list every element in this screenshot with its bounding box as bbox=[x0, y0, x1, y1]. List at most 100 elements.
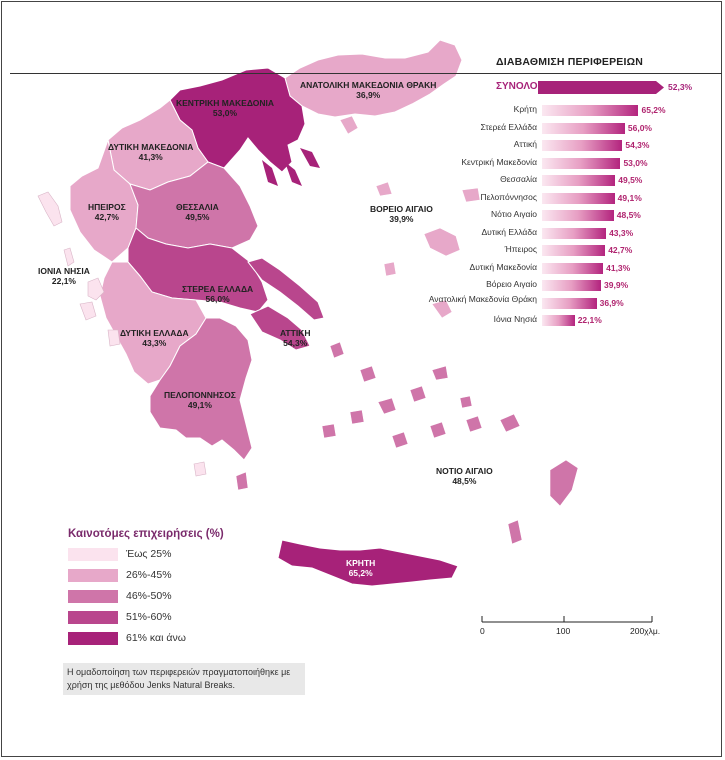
ranking-row-bar bbox=[542, 315, 575, 326]
ranking-row-value: 49,1% bbox=[617, 192, 642, 203]
label-anatoliki-makedonia-thraki: ΑΝΑΤΟΛΙΚΗ ΜΑΚΕΔΟΝΙΑ ΘΡΑΚΗ 36,9% bbox=[300, 80, 437, 100]
ranking-row-name: Θεσσαλία bbox=[500, 174, 537, 184]
ranking-row-name: Στερεά Ελλάδα bbox=[480, 121, 538, 132]
legend-item: 61% και άνω bbox=[68, 632, 224, 645]
ranking-row-value: 53,0% bbox=[623, 157, 648, 168]
label-peloponnisos: ΠΕΛΟΠΟΝΝΗΣΟΣ 49,1% bbox=[164, 390, 236, 410]
label-ionia-nisia: ΙΟΝΙΑ ΝΗΣΙΑ 22,1% bbox=[38, 266, 90, 286]
label-voreio-aigaio: ΒΟΡΕΙΟ ΑΙΓΑΙΟ 39,9% bbox=[370, 204, 433, 224]
method-note: Η ομαδοποίηση των περιφερειών πραγματοπο… bbox=[63, 663, 305, 695]
ranking-row-name: Ήπειρος bbox=[504, 244, 537, 254]
ranking-row: Κεντρική Μακεδονία 53,0% bbox=[0, 157, 725, 171]
region-anatoliki-makedonia-thraki bbox=[284, 39, 463, 118]
legend-label: 51%-60% bbox=[126, 611, 172, 623]
total-row bbox=[538, 81, 664, 94]
region-notio-aigaio bbox=[235, 341, 579, 545]
label-kentriki-makedonia: ΚΕΝΤΡΙΚΗ ΜΑΚΕΔΟΝΙΑ 53,0% bbox=[176, 98, 274, 118]
ranking-row-value: 39,9% bbox=[604, 280, 629, 290]
ranking-title: ΔΙΑΒΑΘΜΙΣΗ ΠΕΡΙΦΕΡΕΙΩΝ bbox=[496, 56, 644, 68]
legend-swatch bbox=[68, 590, 118, 603]
scale-tick-label: 200χλμ. bbox=[630, 626, 661, 636]
legend-swatch bbox=[68, 569, 118, 582]
legend-label: 61% και άνω bbox=[126, 632, 186, 644]
ranking-row-bar bbox=[542, 157, 621, 169]
ranking-row-bar bbox=[542, 175, 616, 186]
label-kriti: ΚΡΗΤΗ 65,2% bbox=[346, 558, 376, 578]
legend-title: Καινοτόμες επιχειρήσεις (%) bbox=[68, 528, 224, 540]
ranking-row-name: Νότιο Αιγαίο bbox=[491, 209, 537, 219]
ranking-row-bar bbox=[542, 262, 604, 274]
ranking-row-name: Κρήτη bbox=[513, 104, 537, 114]
ranking-row: Ιόνια Νησιά 22,1% bbox=[0, 314, 725, 328]
legend-item: 51%-60% bbox=[68, 611, 224, 624]
ranking-row-name: Ανατολική Μακεδονία Θράκη bbox=[428, 293, 537, 304]
ranking-row-value: 56,0% bbox=[627, 122, 652, 133]
ranking-row-bar bbox=[542, 245, 606, 256]
ranking-row-bar bbox=[542, 122, 625, 134]
total-value: 52,3% bbox=[668, 82, 693, 92]
scale-tick-label: 0 bbox=[480, 626, 485, 636]
ranking-row-bar bbox=[542, 227, 607, 239]
legend-label: Έως 25% bbox=[126, 548, 172, 560]
region-peloponnisos bbox=[149, 317, 253, 461]
ranking-row: Πελοπόννησος 49,1% bbox=[0, 192, 725, 206]
legend-label: 26%-45% bbox=[126, 569, 172, 581]
scale-bar-line bbox=[481, 616, 653, 623]
ranking-row-value: 43,3% bbox=[609, 227, 634, 238]
ranking-row: Στερεά Ελλάδα 56,0% bbox=[0, 122, 725, 136]
ranking-row-value: 36,9% bbox=[599, 297, 624, 308]
ranking-row-name: Δυτική Ελλάδα bbox=[481, 226, 537, 237]
ranking-row-value: 22,1% bbox=[577, 315, 602, 325]
ranking-row-bar bbox=[542, 297, 597, 309]
label-dytiki-makedonia: ΔΥΤΙΚΗ ΜΑΚΕΔΟΝΙΑ 41,3% bbox=[108, 142, 194, 162]
evia bbox=[247, 257, 325, 321]
ranking-row-bar bbox=[542, 105, 639, 116]
ranking-row-value: 49,5% bbox=[618, 175, 643, 185]
ranking-row: Δυτική Μακεδονία 41,3% bbox=[0, 262, 725, 276]
ranking-row-value: 48,5% bbox=[616, 210, 641, 220]
label-attiki: ΑΤΤΙΚΗ 54,3% bbox=[280, 328, 311, 348]
ranking-row-name: Πελοπόννησος bbox=[480, 191, 537, 202]
ranking-row-name: Δυτική Μακεδονία bbox=[469, 261, 537, 272]
ranking-row: Θεσσαλία 49,5% bbox=[0, 174, 725, 188]
label-notio-aigaio: ΝΟΤΙΟ ΑΙΓΑΙΟ 48,5% bbox=[436, 466, 493, 486]
legend: Καινοτόμες επιχειρήσεις (%) Έως 25% 26%-… bbox=[68, 528, 224, 653]
ranking-row: Βόρειο Αιγαίο 39,9% bbox=[0, 279, 725, 293]
ranking-row: Κρήτη 65,2% bbox=[0, 104, 725, 118]
legend-item: 46%-50% bbox=[68, 590, 224, 603]
legend-swatch bbox=[68, 548, 118, 561]
total-label: ΣΥΝΟΛΟ bbox=[496, 81, 538, 92]
ranking-row-name: Αττική bbox=[513, 139, 537, 149]
ranking-row-value: 54,3% bbox=[625, 140, 650, 150]
total-arrow bbox=[538, 81, 664, 94]
scale-bar: 0 100 200χλμ. bbox=[470, 610, 670, 640]
ranking-row-bar bbox=[542, 140, 623, 151]
ranking-row-value: 65,2% bbox=[641, 105, 666, 115]
ranking-row: Ήπειρος 42,7% bbox=[0, 244, 725, 258]
ranking-row-name: Ιόνια Νησιά bbox=[493, 314, 537, 324]
region-attiki bbox=[249, 305, 311, 351]
ranking-row-value: 42,7% bbox=[608, 245, 633, 255]
label-ipeiros: ΗΠΕΙΡΟΣ 42,7% bbox=[88, 202, 126, 222]
label-dytiki-ellada: ΔΥΤΙΚΗ ΕΛΛΑΔΑ 43,3% bbox=[120, 328, 189, 348]
ranking-row-bar bbox=[542, 210, 614, 221]
ranking-row-value: 41,3% bbox=[606, 262, 631, 273]
ranking-row: Νότιο Αιγαίο 48,5% bbox=[0, 209, 725, 223]
region-kriti bbox=[277, 539, 459, 587]
label-sterea-ellada: ΣΤΕΡΕΑ ΕΛΛΑΔΑ 56,0% bbox=[182, 284, 254, 304]
legend-item: Έως 25% bbox=[68, 548, 224, 561]
scale-tick-label: 100 bbox=[556, 626, 571, 636]
ranking-row-bar bbox=[542, 192, 615, 204]
legend-swatch bbox=[68, 632, 118, 645]
legend-label: 46%-50% bbox=[126, 590, 172, 602]
legend-item: 26%-45% bbox=[68, 569, 224, 582]
chalkidiki bbox=[262, 148, 320, 186]
ranking-row: Ανατολική Μακεδονία Θράκη 36,9% bbox=[0, 293, 725, 311]
ranking-row: Αττική 54,3% bbox=[0, 139, 725, 153]
region-voreio-aigaio bbox=[339, 115, 481, 319]
label-thessalia: ΘΕΣΣΑΛΙΑ 49,5% bbox=[176, 202, 219, 222]
ranking-rule bbox=[10, 73, 722, 74]
ranking-row-name: Κεντρική Μακεδονία bbox=[461, 156, 537, 167]
